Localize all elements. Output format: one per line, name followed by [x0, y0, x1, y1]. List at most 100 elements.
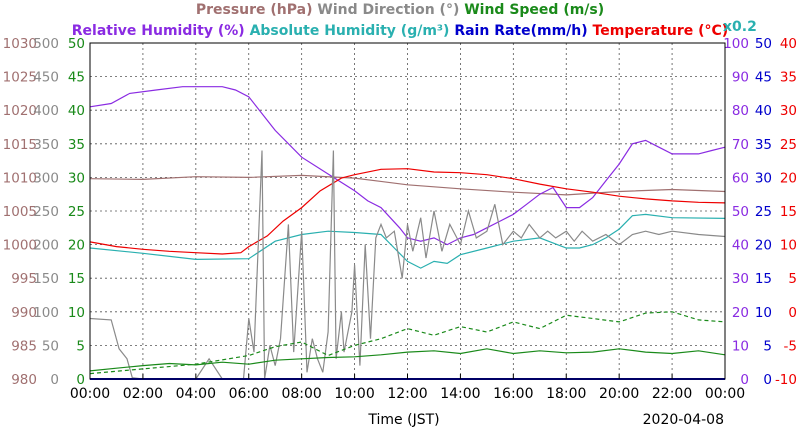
x-axis: 00:00 02:00 04:00 06:00 08:00 10:00 12:00 14:00…	[70, 374, 745, 402]
relative-humidity-tick: 100	[723, 36, 749, 52]
legend-wind-direction: Wind Direction (°)	[317, 2, 459, 18]
date-label: 2020-04-08	[643, 412, 724, 428]
series-lines	[89, 86, 726, 380]
rain-rate-tick: 40	[755, 103, 772, 119]
x-tick-label: 02:00	[123, 386, 163, 402]
series-line	[89, 348, 726, 372]
wind-speed-tick: 25	[68, 204, 85, 220]
title-row-2: Relative Humidity (%) Absolute Humidity …	[72, 23, 728, 39]
pressure-tick: 1030	[3, 36, 37, 52]
relative-humidity-tick: 40	[732, 238, 749, 254]
temperature-tick: 30	[780, 103, 797, 119]
x-tick-label: 06:00	[229, 386, 269, 402]
temperature-tick: -5	[784, 338, 797, 354]
relative-humidity-tick: 10	[732, 338, 749, 354]
legend-temperature: Temperature (°C)	[593, 23, 729, 39]
x-tick-label: 22:00	[652, 386, 692, 402]
wind-direction-tick: 200	[33, 238, 59, 254]
series-line	[89, 311, 726, 375]
x-tick-label: 10:00	[334, 386, 374, 402]
wind-speed-tick: 10	[68, 305, 85, 321]
wind-direction-tick: 500	[33, 36, 59, 52]
pressure-tick: 995	[11, 271, 37, 287]
wind-speed-tick: 5	[76, 338, 85, 354]
temperature-tick: 0	[788, 305, 797, 321]
x-tick-label: 08:00	[281, 386, 321, 402]
legend-pressure: Pressure (hPa)	[196, 2, 313, 18]
wind-speed-tick: 35	[68, 137, 85, 153]
series-line	[89, 174, 726, 196]
series-line	[89, 168, 726, 255]
wind-direction-tick: 100	[33, 305, 59, 321]
rain-rate-tick: 10	[755, 305, 772, 321]
wind-direction-tick: 450	[33, 70, 59, 86]
wind-speed-tick: 0	[76, 372, 85, 388]
relative-humidity-tick: 80	[732, 103, 749, 119]
wind-direction-tick: 350	[33, 137, 59, 153]
wind-direction-tick: 50	[42, 338, 59, 354]
x-tick-label: 04:00	[176, 386, 216, 402]
relative-humidity-tick: 30	[732, 271, 749, 287]
pressure-tick: 1005	[3, 204, 37, 220]
title-row-1: Pressure (hPa) Wind Direction (°) Wind S…	[196, 2, 604, 18]
x-axis-label: Time (JST)	[367, 412, 439, 428]
grid	[90, 43, 725, 379]
temperature-tick: 5	[788, 271, 797, 287]
rain-rate-tick: 25	[755, 204, 772, 220]
relative-humidity-tick: 0	[740, 372, 749, 388]
y-axes: 1030102510201015101010051000995990985980…	[3, 36, 797, 388]
temperature-tick: 25	[780, 137, 797, 153]
wind-direction-tick: 400	[33, 103, 59, 119]
pressure-tick: 1000	[3, 238, 37, 254]
relative-humidity-tick: 20	[732, 305, 749, 321]
relative-humidity-tick: 70	[732, 137, 749, 153]
rain-scale-note: x0.2	[723, 19, 757, 35]
pressure-tick: 985	[11, 338, 37, 354]
rain-rate-tick: 45	[755, 70, 772, 86]
rain-rate-tick: 20	[755, 238, 772, 254]
wind-speed-tick: 50	[68, 36, 85, 52]
pressure-tick: 1015	[3, 137, 37, 153]
temperature-tick: 40	[780, 36, 797, 52]
x-tick-label: 14:00	[440, 386, 480, 402]
relative-humidity-tick: 90	[732, 70, 749, 86]
legend-relative-humidity: Relative Humidity (%)	[72, 23, 245, 39]
rain-rate-tick: 15	[755, 271, 772, 287]
wind-direction-tick: 0	[50, 372, 59, 388]
x-tick-label: 00:00	[70, 386, 110, 402]
temperature-tick: 10	[780, 238, 797, 254]
series-line	[89, 86, 726, 246]
x-tick-label: 12:00	[387, 386, 427, 402]
relative-humidity-tick: 50	[732, 204, 749, 220]
x-tick-label: 20:00	[599, 386, 639, 402]
x-tick-label: 00:00	[705, 386, 745, 402]
pressure-tick: 1010	[3, 170, 37, 186]
legend-wind-speed: Wind Speed (m/s)	[464, 2, 604, 18]
legend-absolute-humidity: Absolute Humidity (g/m³)	[250, 23, 450, 39]
temperature-tick: 15	[780, 204, 797, 220]
wind-speed-tick: 15	[68, 271, 85, 287]
wind-direction-tick: 300	[33, 170, 59, 186]
rain-rate-tick: 35	[755, 137, 772, 153]
legend-rain-rate: Rain Rate(mm/h)	[454, 23, 587, 39]
x-tick-label: 16:00	[493, 386, 533, 402]
pressure-tick: 990	[11, 305, 37, 321]
temperature-tick: 20	[780, 170, 797, 186]
temperature-tick: 35	[780, 70, 797, 86]
wind-direction-tick: 150	[33, 271, 59, 287]
rain-rate-tick: 30	[755, 170, 772, 186]
series-line	[89, 150, 726, 380]
wind-speed-tick: 40	[68, 103, 85, 119]
pressure-tick: 1025	[3, 70, 37, 86]
relative-humidity-tick: 60	[732, 170, 749, 186]
wind-direction-tick: 250	[33, 204, 59, 220]
pressure-tick: 980	[11, 372, 37, 388]
wind-speed-tick: 45	[68, 70, 85, 86]
temperature-tick: -10	[775, 372, 797, 388]
wind-speed-tick: 30	[68, 170, 85, 186]
rain-rate-tick: 0	[763, 372, 772, 388]
series-line	[89, 213, 726, 269]
rain-rate-tick: 5	[763, 338, 772, 354]
pressure-tick: 1020	[3, 103, 37, 119]
